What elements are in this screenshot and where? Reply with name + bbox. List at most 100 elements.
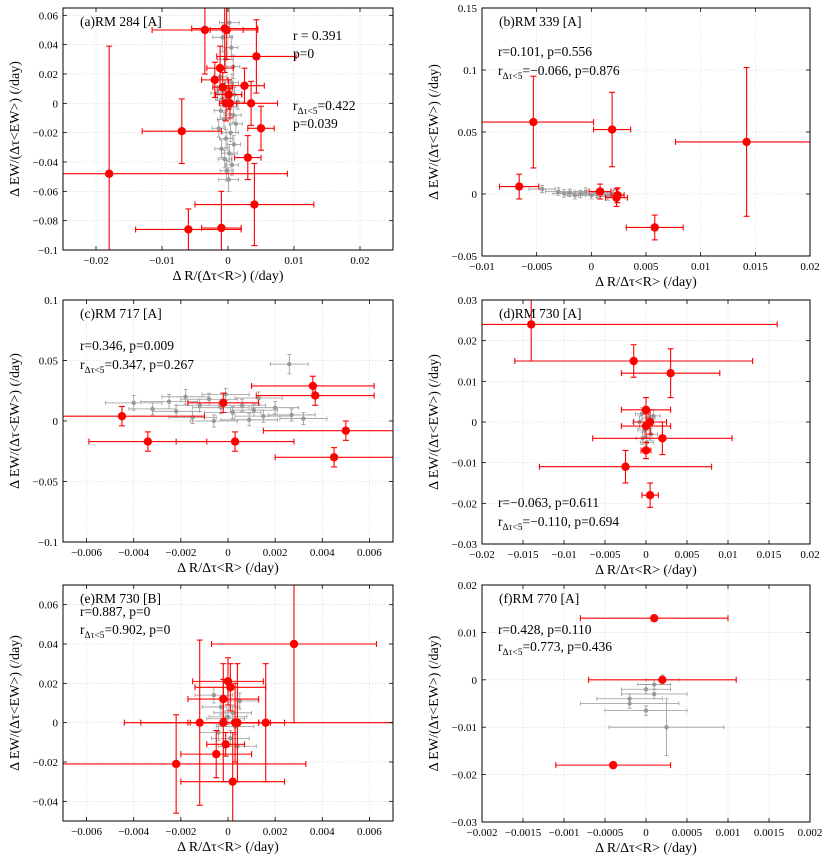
- marker: [272, 405, 278, 410]
- data-point-all: [604, 705, 688, 716]
- plot-area: [63, 354, 393, 468]
- stat-annotation: r=0.101, p=0.556: [498, 44, 592, 59]
- marker: [183, 394, 188, 399]
- x-tick-label: 0.005: [634, 261, 659, 273]
- marker: [228, 736, 233, 741]
- x-tick-label: 0.02: [800, 549, 819, 561]
- marker: [311, 391, 320, 400]
- panel-title: (f)RM 770 [A]: [499, 591, 579, 606]
- marker: [230, 437, 240, 446]
- y-tick-label: 0: [53, 718, 59, 730]
- data-point-selected: [625, 214, 684, 241]
- data-point-selected: [214, 79, 243, 110]
- data-point-selected: [180, 731, 286, 821]
- marker: [666, 369, 675, 378]
- data-point-selected: [175, 431, 295, 452]
- y-tick-label: 0.01: [458, 376, 477, 388]
- marker: [117, 411, 127, 421]
- y-tick-label: −0.06: [33, 186, 59, 198]
- x-axis-label: Δ R/(Δτ<R>) (/day): [173, 269, 284, 284]
- x-tick-label: −0.004: [118, 826, 149, 838]
- y-tick-label: −0.02: [452, 770, 477, 782]
- y-tick-label: −0.02: [452, 498, 477, 510]
- x-tick-label: −0.0015: [505, 827, 542, 839]
- marker: [233, 121, 239, 127]
- marker: [226, 683, 235, 692]
- marker: [227, 20, 232, 25]
- data-point-all: [161, 389, 210, 405]
- stat-annotation: r=−0.063, p=0.611: [498, 495, 599, 510]
- y-tick-label: 0.04: [39, 40, 59, 52]
- panel-title: (a)RM 284 [A]: [80, 14, 162, 29]
- x-tick-label: 0: [589, 261, 595, 273]
- x-tick-label: −0.02: [83, 255, 108, 267]
- x-axis-label: Δ R/Δτ<R> (/day): [177, 561, 279, 576]
- x-tick-label: −0.002: [467, 827, 498, 839]
- y-tick-label: 0.05: [458, 127, 478, 139]
- x-tick-label: −0.015: [508, 549, 539, 561]
- chart-panel-3: −0.02 −0.015 −0.01 −0.005 0 0.005 0.01 0.015 0.0…: [427, 295, 820, 578]
- y-tick-label: −0.05: [452, 251, 478, 263]
- marker: [222, 25, 231, 35]
- x-tick-label: 0.006: [357, 826, 382, 838]
- data-point-selected: [592, 421, 733, 456]
- marker: [215, 63, 225, 73]
- marker: [645, 491, 655, 500]
- x-tick-label: 0: [643, 827, 649, 839]
- data-point-selected: [63, 405, 205, 427]
- data-point-selected: [262, 420, 393, 441]
- x-axis-label: Δ R/Δτ<R> (/day): [595, 841, 697, 856]
- plot-area: [482, 66, 810, 241]
- x-tick-label: 0.01: [718, 549, 737, 561]
- y-axis-label: Δ EW/(Δτ<EW>) (/day): [8, 353, 23, 489]
- data-point-all: [267, 408, 316, 422]
- x-tick-label: 0: [225, 547, 231, 559]
- x-tick-label: 0.004: [310, 547, 335, 559]
- marker: [239, 403, 245, 408]
- marker: [583, 189, 589, 194]
- marker: [652, 691, 657, 697]
- x-tick-label: 0.0015: [754, 827, 785, 839]
- data-point-selected: [206, 731, 246, 757]
- marker: [641, 421, 651, 431]
- marker: [629, 356, 638, 366]
- stat-annotation: rΔτ<5=−0.066, p=0.876: [498, 63, 620, 82]
- marker: [329, 453, 339, 462]
- data-point-selected: [588, 675, 737, 684]
- y-axis-label: Δ EW/(Δτ<EW>) (/day): [8, 635, 23, 771]
- data-point-all: [270, 354, 309, 375]
- data-point-selected: [141, 98, 222, 165]
- marker: [131, 400, 136, 406]
- chart-panel-0: −0.02 −0.01 0 0.01 0.02 −0.1 −0.08 −0.06 −0.04 −0…: [8, 7, 394, 284]
- marker: [218, 108, 223, 113]
- marker: [211, 418, 217, 424]
- data-point-selected: [482, 300, 778, 362]
- y-tick-label: −0.01: [452, 458, 477, 470]
- data-point-selected: [201, 61, 229, 99]
- data-point-all: [224, 107, 242, 123]
- data-point-selected: [191, 8, 259, 74]
- marker: [252, 52, 261, 61]
- marker: [228, 777, 237, 786]
- x-tick-label: −0.002: [165, 547, 196, 559]
- data-point-selected: [588, 183, 612, 200]
- marker: [171, 759, 181, 769]
- marker: [529, 117, 538, 127]
- x-tick-label: −0.005: [590, 549, 621, 561]
- marker: [261, 413, 266, 419]
- data-point-selected: [63, 714, 307, 814]
- y-tick-label: 0: [53, 98, 59, 110]
- y-tick-label: −0.1: [38, 245, 58, 257]
- y-tick-label: −0.05: [33, 477, 59, 489]
- marker: [641, 446, 651, 455]
- data-point-all: [528, 184, 556, 194]
- y-tick-label: 0: [53, 416, 59, 428]
- x-tick-label: 0.005: [675, 549, 700, 561]
- marker: [651, 413, 656, 419]
- x-tick-label: 0.001: [716, 827, 741, 839]
- stat-annotation: r=0.428, p=0.110: [498, 622, 592, 637]
- data-point-selected: [538, 449, 713, 484]
- x-tick-label: −0.01: [149, 255, 174, 267]
- marker: [639, 411, 645, 417]
